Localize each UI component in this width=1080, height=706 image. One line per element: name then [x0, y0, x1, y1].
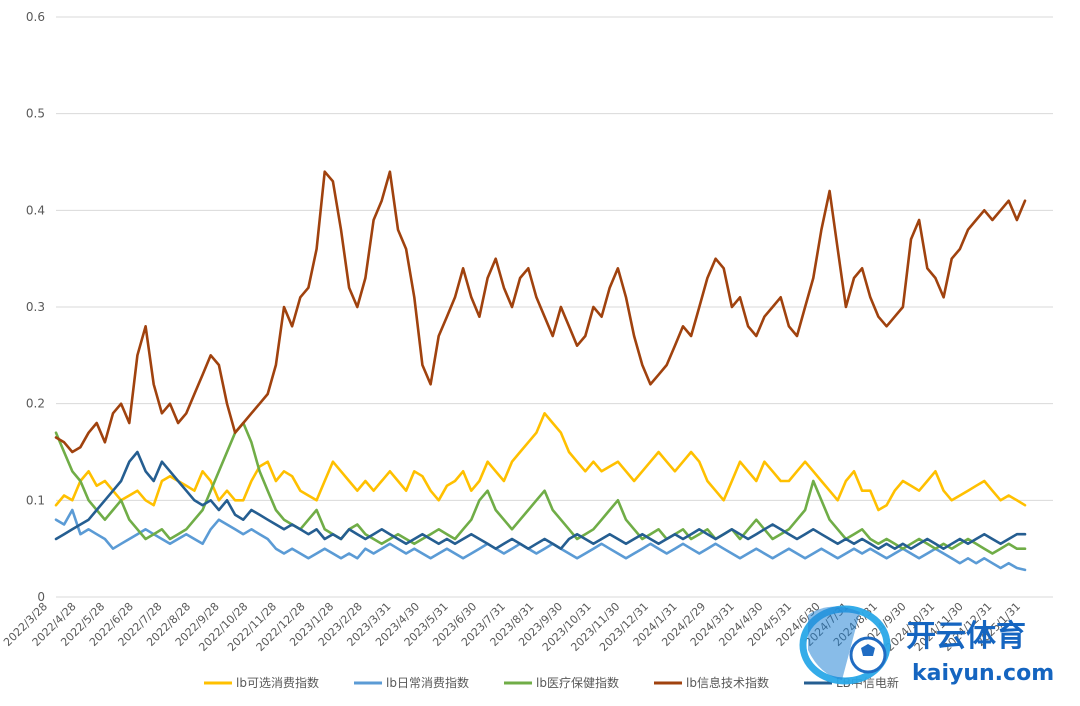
y-tick-label: 0.2 — [26, 397, 45, 411]
y-tick-label: 0.6 — [26, 10, 45, 24]
legend: lb可选消费指数 lb日常消费指数 lb医疗保健指数 lb信息技术指数 LB中信电新 — [204, 675, 899, 690]
series-line-0 — [54, 411, 1027, 512]
y-tick-label: 0.4 — [26, 203, 45, 217]
kaiyun-logo-icon — [799, 605, 891, 685]
series-line-2 — [54, 421, 1027, 555]
series-lines — [54, 170, 1027, 572]
y-tick-label: 0.3 — [26, 300, 45, 314]
y-axis-ticks: 0 0.1 0.2 0.3 0.4 0.5 0.6 — [26, 10, 45, 604]
legend-label-0: lb可选消费指数 — [236, 675, 319, 690]
series-line-4 — [54, 450, 1027, 551]
watermark-brand-url: kaiyun.com — [912, 661, 1054, 686]
watermark-brand-cn: 开云体育 — [906, 619, 1026, 654]
y-tick-label: 0.5 — [26, 107, 45, 121]
watermark-logo: 开云体育 kaiyun.com — [799, 605, 1054, 686]
grid-lines — [56, 16, 1053, 598]
legend-label-1: lb日常消费指数 — [386, 675, 469, 690]
y-tick-label: 0.1 — [26, 493, 45, 507]
series-line-3 — [54, 170, 1027, 454]
y-tick-label: 0 — [37, 590, 45, 604]
series-line-1 — [54, 508, 1027, 572]
legend-label-2: lb医疗保健指数 — [536, 675, 619, 690]
legend-label-3: lb信息技术指数 — [686, 675, 769, 690]
